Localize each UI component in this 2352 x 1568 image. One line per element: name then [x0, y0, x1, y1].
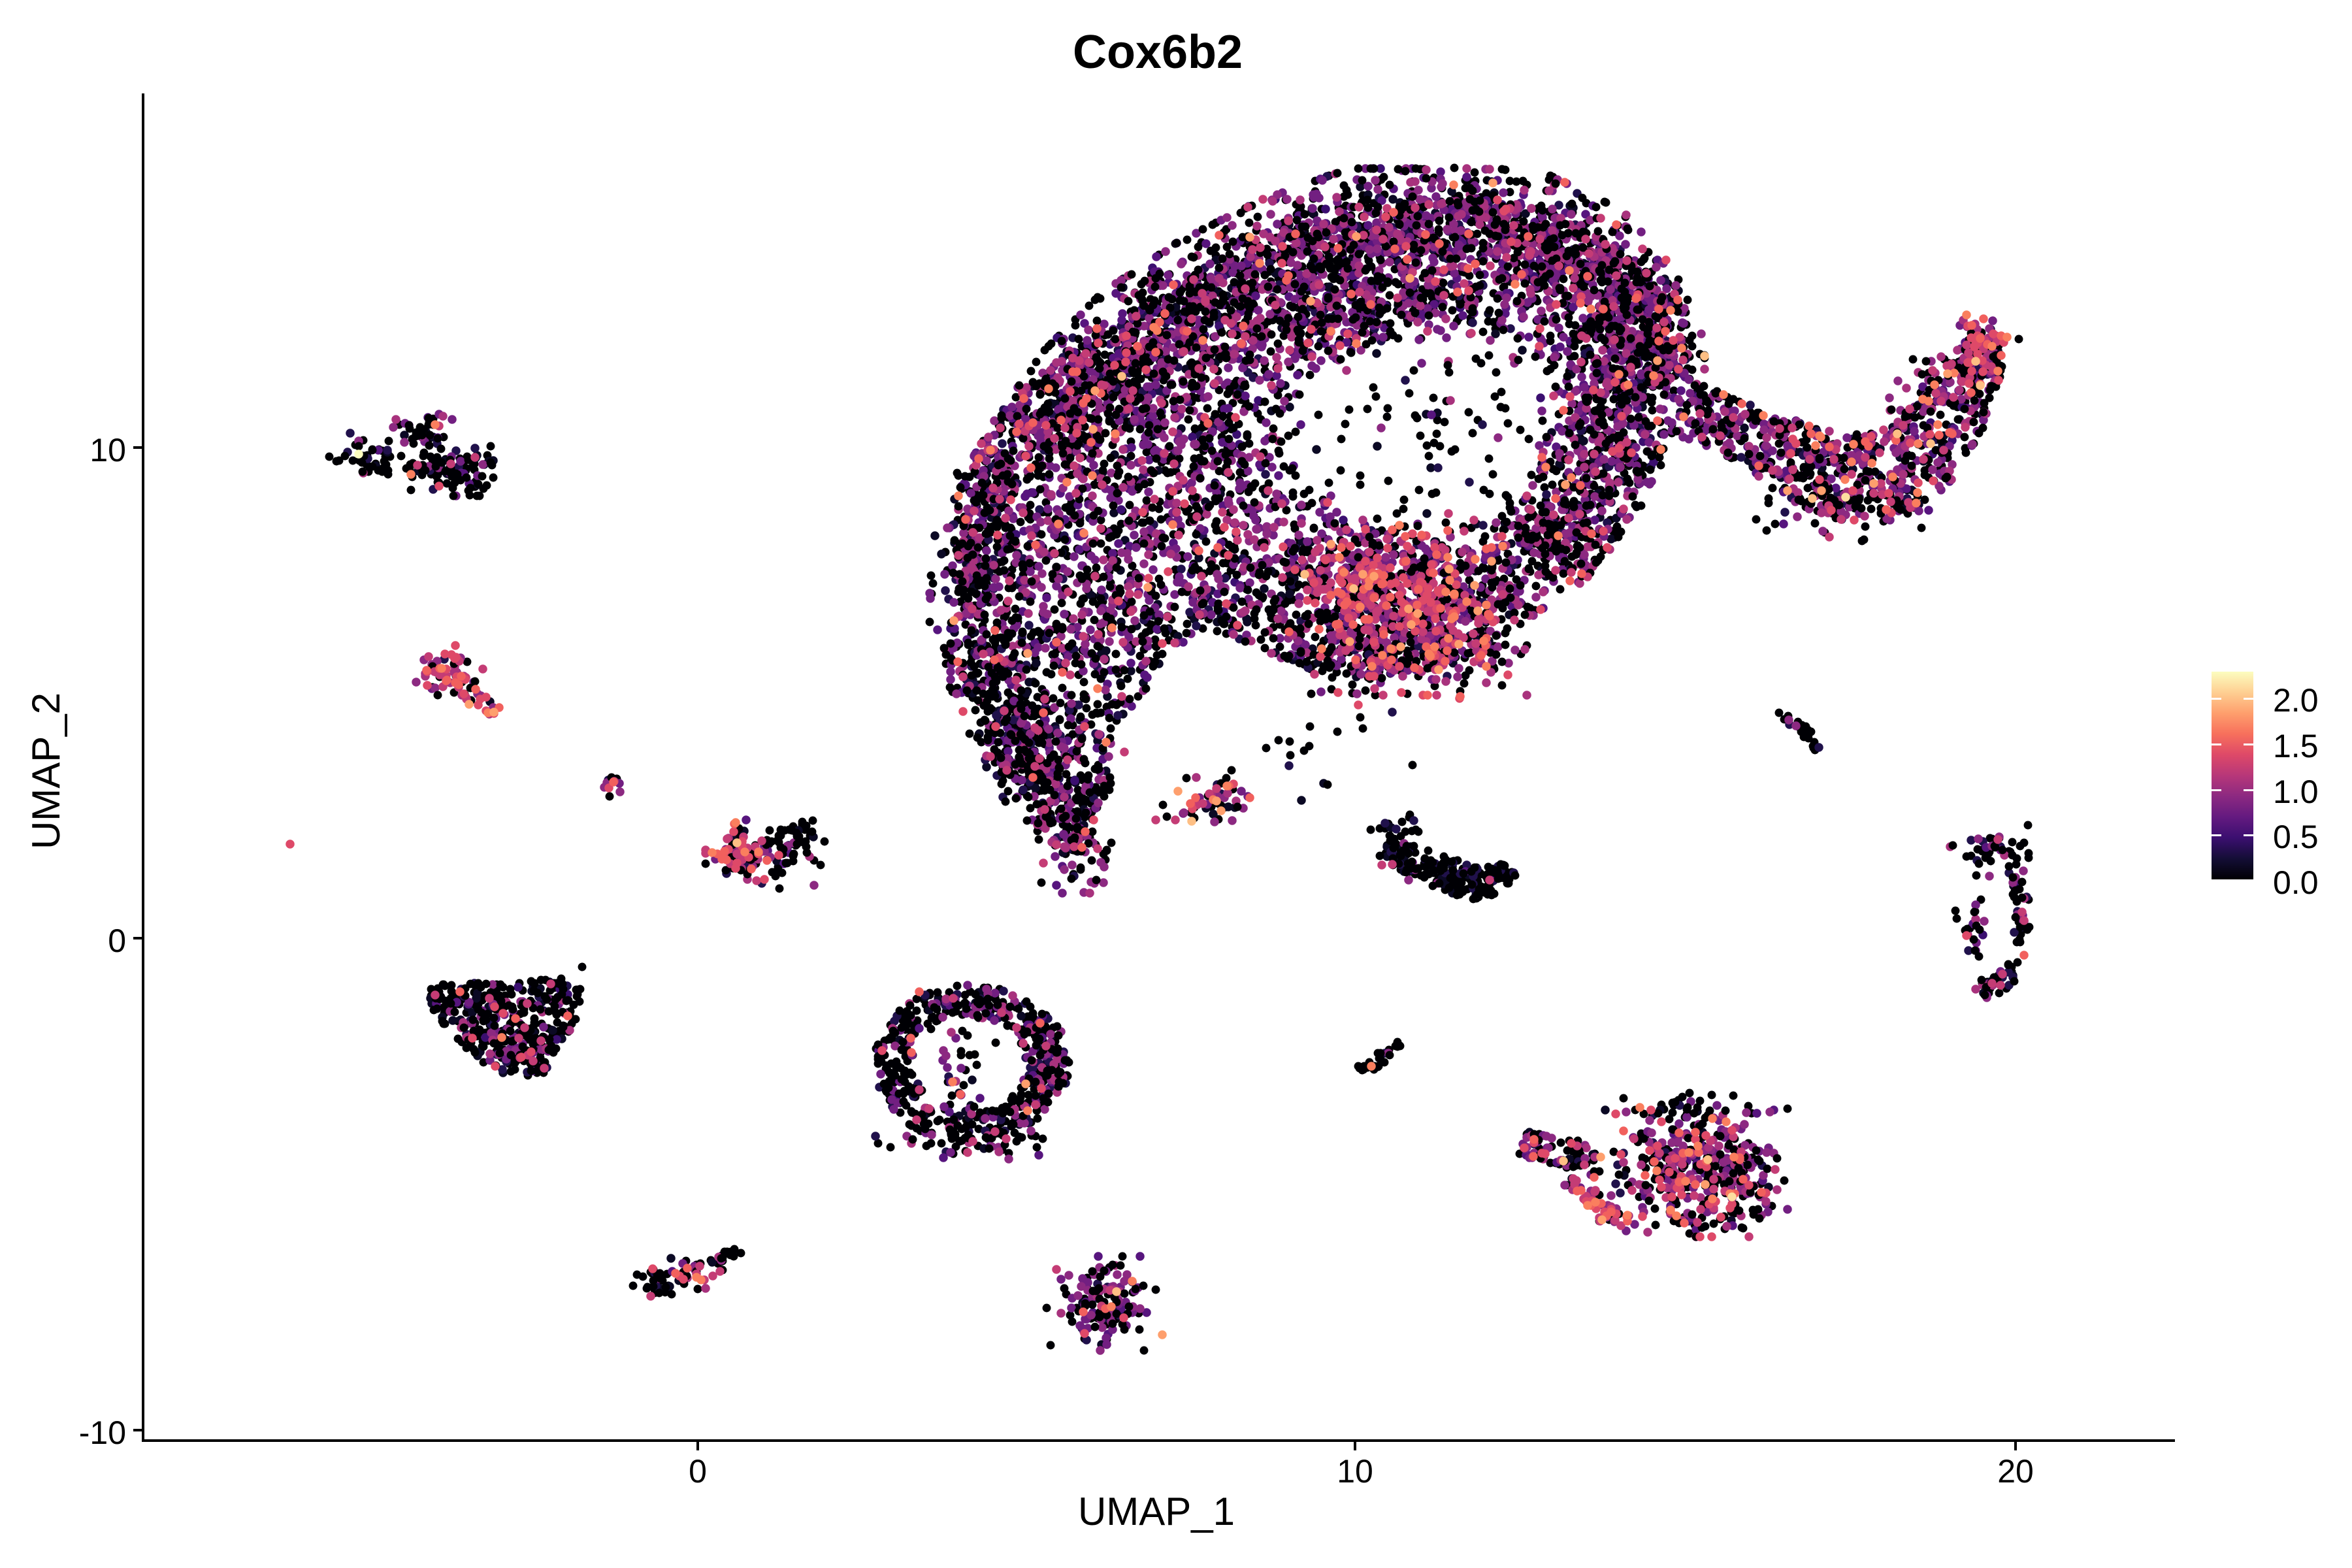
svg-text:Cox6b2: Cox6b2 — [1073, 26, 1243, 78]
svg-text:0.0: 0.0 — [2273, 864, 2319, 901]
svg-text:0: 0 — [108, 923, 126, 959]
svg-text:2.0: 2.0 — [2273, 682, 2319, 719]
svg-text:10: 10 — [1337, 1453, 1373, 1490]
svg-text:0.5: 0.5 — [2273, 819, 2319, 855]
svg-text:10: 10 — [90, 432, 126, 468]
svg-text:UMAP_2: UMAP_2 — [24, 693, 68, 849]
svg-text:-10: -10 — [79, 1414, 126, 1451]
svg-text:1.5: 1.5 — [2273, 728, 2319, 764]
svg-text:1.0: 1.0 — [2273, 774, 2319, 810]
svg-text:20: 20 — [1997, 1453, 2034, 1490]
svg-text:UMAP_1: UMAP_1 — [1078, 1490, 1235, 1533]
svg-text:0: 0 — [689, 1453, 707, 1490]
